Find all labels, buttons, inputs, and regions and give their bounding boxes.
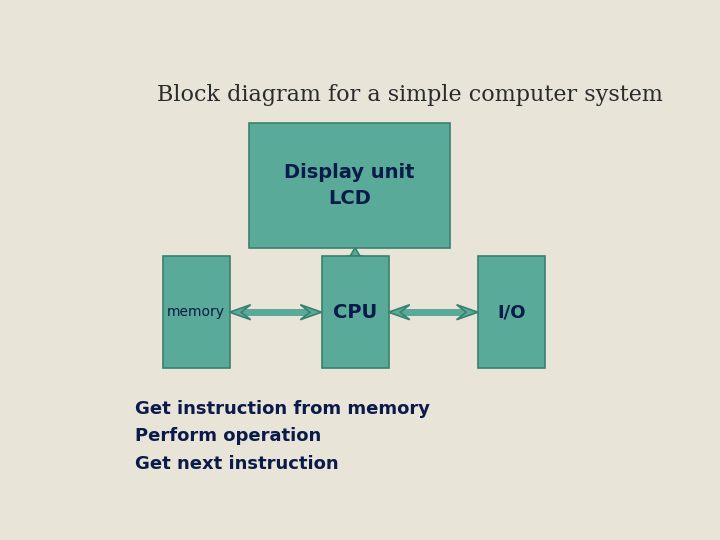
Text: CPU: CPU [333, 303, 377, 322]
Bar [478, 256, 545, 368]
Polygon shape [338, 248, 372, 277]
Text: Display unit
LCD: Display unit LCD [284, 163, 415, 208]
Text: I/O: I/O [497, 303, 526, 321]
Text: Block diagram for a simple computer system: Block diagram for a simple computer syst… [157, 84, 663, 105]
Bar [249, 123, 450, 248]
Polygon shape [389, 305, 410, 320]
Polygon shape [230, 305, 251, 320]
Text: memory: memory [167, 305, 225, 319]
Bar [400, 309, 466, 315]
Polygon shape [456, 305, 478, 320]
Bar [241, 309, 310, 315]
Bar [322, 256, 389, 368]
Polygon shape [300, 305, 322, 320]
Text: Get instruction from memory
Perform operation
Get next instruction: Get instruction from memory Perform oper… [135, 400, 430, 473]
Bar [163, 256, 230, 368]
